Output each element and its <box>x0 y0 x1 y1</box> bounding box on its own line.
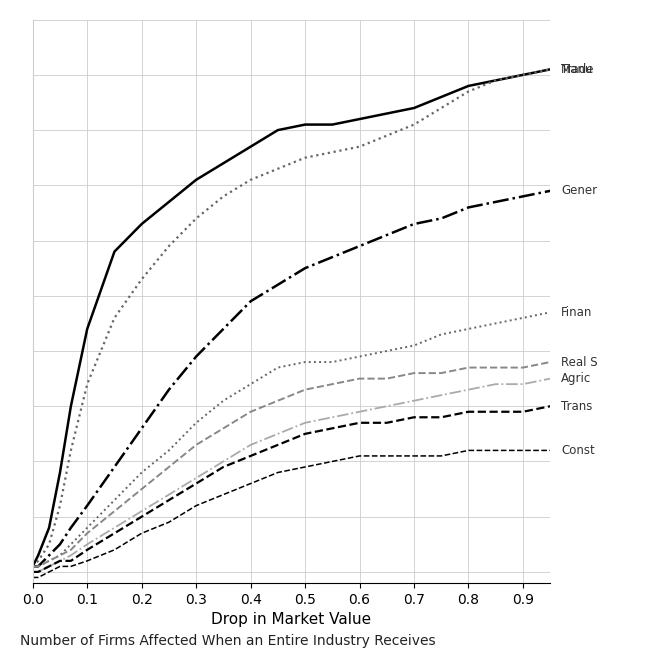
X-axis label: Drop in Market Value: Drop in Market Value <box>212 612 371 627</box>
Text: Agric: Agric <box>561 372 591 385</box>
Text: Finan: Finan <box>561 306 593 319</box>
Text: Number of Firms Affected When an Entire Industry Receives: Number of Firms Affected When an Entire … <box>20 635 436 648</box>
Text: Real S: Real S <box>561 356 598 369</box>
Text: Trade: Trade <box>561 63 594 76</box>
Text: Gener: Gener <box>561 184 597 197</box>
Text: Const: Const <box>561 444 595 457</box>
Text: Manu: Manu <box>561 63 593 76</box>
Text: Trans: Trans <box>561 400 593 413</box>
